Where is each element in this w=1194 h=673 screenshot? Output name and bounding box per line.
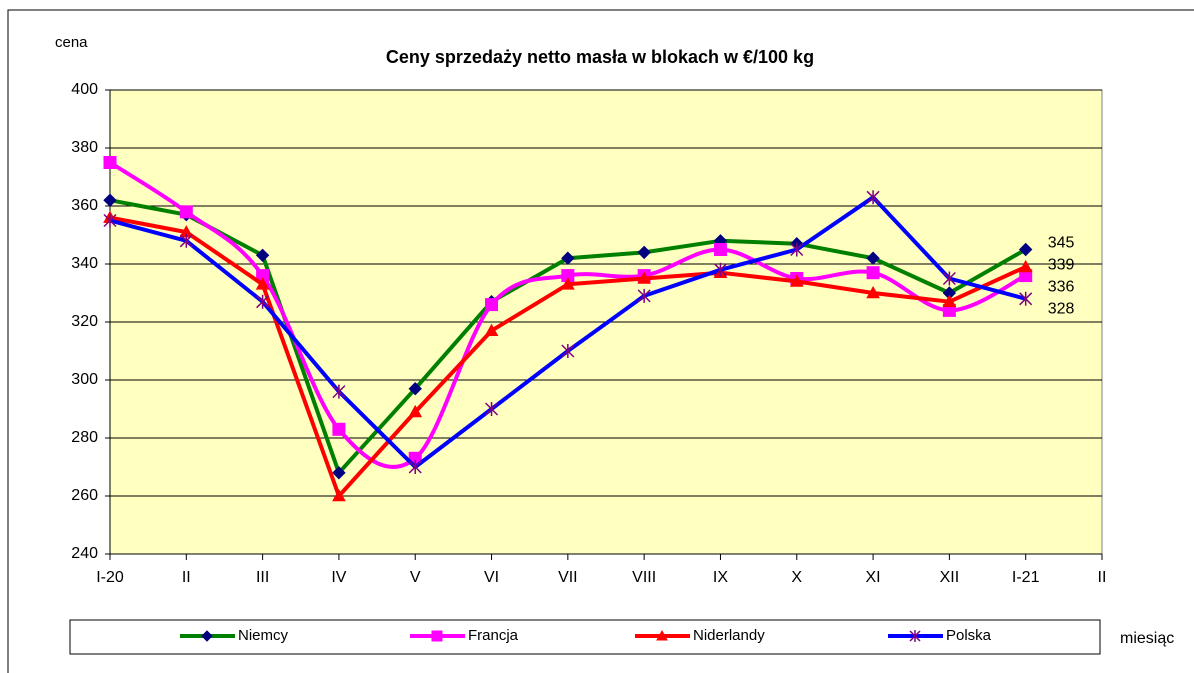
y-tick-label: 320 (71, 313, 98, 330)
marker (179, 205, 193, 219)
y-tick-label: 380 (71, 139, 98, 156)
marker (942, 271, 956, 286)
marker (866, 285, 880, 299)
x-tick-label: XI (866, 569, 881, 586)
chart-title: Ceny sprzedaży netto masła w blokach w €… (386, 47, 814, 67)
marker (637, 288, 651, 303)
marker (103, 193, 117, 207)
y-tick-label: 240 (71, 545, 98, 562)
marker (637, 271, 652, 284)
marker (332, 384, 346, 399)
marker (408, 404, 423, 418)
x-tick-label: II (182, 569, 191, 586)
x-axis-label: miesiąc (1120, 630, 1174, 647)
data-label: 336 (1048, 279, 1075, 296)
x-tick-label: VII (558, 569, 578, 586)
marker (560, 277, 575, 290)
marker (255, 277, 270, 290)
legend-label: Polska (946, 627, 992, 644)
marker (332, 422, 346, 436)
y-axis-label: cena (55, 34, 88, 51)
y-tick-label: 360 (71, 197, 98, 214)
marker (789, 274, 804, 287)
marker (866, 190, 880, 205)
marker (637, 245, 651, 260)
marker (561, 251, 575, 265)
x-tick-label: III (256, 569, 269, 586)
data-label: 339 (1048, 257, 1075, 274)
data-label: 345 (1048, 235, 1075, 252)
marker (201, 630, 213, 642)
marker (656, 629, 668, 641)
data-label: 328 (1048, 301, 1075, 318)
marker (909, 630, 921, 642)
marker (103, 156, 117, 169)
marker (713, 243, 727, 256)
marker (179, 233, 193, 248)
y-tick-label: 280 (71, 429, 98, 446)
legend-label: Niemcy (238, 627, 289, 644)
marker (1018, 242, 1033, 257)
x-tick-label: XII (940, 569, 960, 586)
marker (866, 251, 880, 265)
marker (561, 344, 575, 358)
x-tick-label: IX (713, 569, 728, 586)
marker (103, 213, 117, 228)
y-tick-label: 400 (71, 81, 98, 98)
y-tick-label: 260 (71, 487, 98, 504)
marker (713, 262, 727, 277)
marker (484, 323, 499, 336)
marker (332, 466, 346, 480)
y-tick-label: 300 (71, 371, 98, 388)
x-tick-label: I-20 (96, 569, 124, 586)
legend-label: Francja (468, 627, 519, 644)
marker (255, 248, 270, 263)
marker (332, 488, 346, 502)
x-tick-label: X (791, 569, 802, 586)
marker (408, 381, 422, 396)
marker (790, 242, 804, 257)
marker (1019, 291, 1033, 306)
x-tick-label: II (1098, 569, 1107, 586)
marker (408, 460, 422, 474)
marker (485, 298, 499, 312)
marker (431, 630, 443, 642)
marker (256, 294, 270, 309)
y-tick-label: 340 (71, 255, 98, 272)
x-tick-label: VI (484, 569, 499, 586)
legend-label: Niderlandy (693, 627, 765, 644)
marker (1018, 259, 1033, 273)
x-tick-label: IV (331, 569, 346, 586)
x-tick-label: V (410, 569, 421, 586)
marker (485, 402, 499, 416)
marker (866, 266, 880, 280)
marker (942, 294, 957, 307)
x-tick-label: I-21 (1012, 569, 1040, 586)
x-tick-label: VIII (632, 569, 656, 586)
